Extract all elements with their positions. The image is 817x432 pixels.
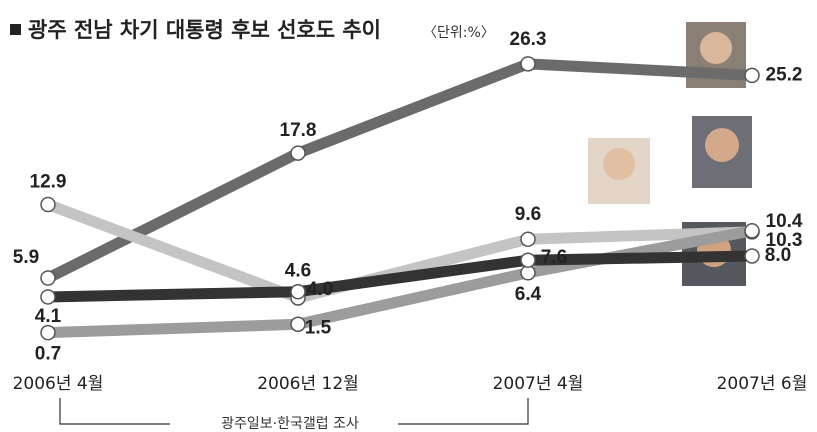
data-label: 0.7 bbox=[35, 344, 61, 365]
data-label: 7.6 bbox=[541, 247, 567, 268]
data-point bbox=[41, 326, 55, 340]
data-label: 4.1 bbox=[35, 306, 62, 327]
data-label: 4.6 bbox=[285, 261, 311, 282]
data-label: 9.6 bbox=[515, 204, 541, 225]
data-point bbox=[291, 285, 305, 299]
data-point bbox=[521, 57, 535, 71]
chart-subtitle: 〈단위:%〉 bbox=[423, 25, 495, 41]
data-point bbox=[291, 146, 305, 160]
x-tick-label: 2006년 4월 bbox=[13, 374, 104, 394]
photo-face bbox=[700, 32, 732, 64]
data-label: 8.0 bbox=[765, 245, 791, 266]
data-label: 1.5 bbox=[305, 317, 332, 338]
data-point bbox=[521, 232, 535, 246]
data-label: 4.0 bbox=[307, 279, 333, 300]
data-point bbox=[745, 68, 759, 82]
data-label: 10.4 bbox=[766, 211, 803, 232]
data-point bbox=[745, 249, 759, 263]
source: 광주일보·한국갤럽 조사 bbox=[221, 416, 359, 432]
photo-face bbox=[705, 128, 739, 162]
data-point bbox=[41, 198, 55, 212]
data-point bbox=[41, 290, 55, 304]
series-line bbox=[48, 256, 752, 297]
data-point bbox=[291, 317, 305, 331]
data-label: 26.3 bbox=[510, 29, 547, 50]
title-bullet bbox=[10, 24, 21, 35]
data-point bbox=[745, 224, 759, 238]
data-point bbox=[41, 271, 55, 285]
data-label: 5.9 bbox=[13, 247, 39, 268]
data-label: 12.9 bbox=[30, 172, 67, 193]
chart-title: 광주 전남 차기 대통령 후보 선호도 추이 bbox=[28, 18, 381, 42]
x-tick-label: 2007년 4월 bbox=[493, 374, 584, 394]
x-tick-label: 2007년 6월 bbox=[717, 374, 808, 394]
x-tick-label: 2006년 12월 bbox=[257, 374, 359, 394]
data-label: 6.4 bbox=[515, 284, 542, 305]
photo-face bbox=[603, 148, 635, 180]
chart: 광주 전남 차기 대통령 후보 선호도 추이 〈단위:%〉 2006년 4월 20… bbox=[0, 0, 817, 432]
data-point bbox=[521, 253, 535, 267]
data-label: 25.2 bbox=[766, 64, 803, 85]
data-label: 17.8 bbox=[280, 120, 317, 141]
